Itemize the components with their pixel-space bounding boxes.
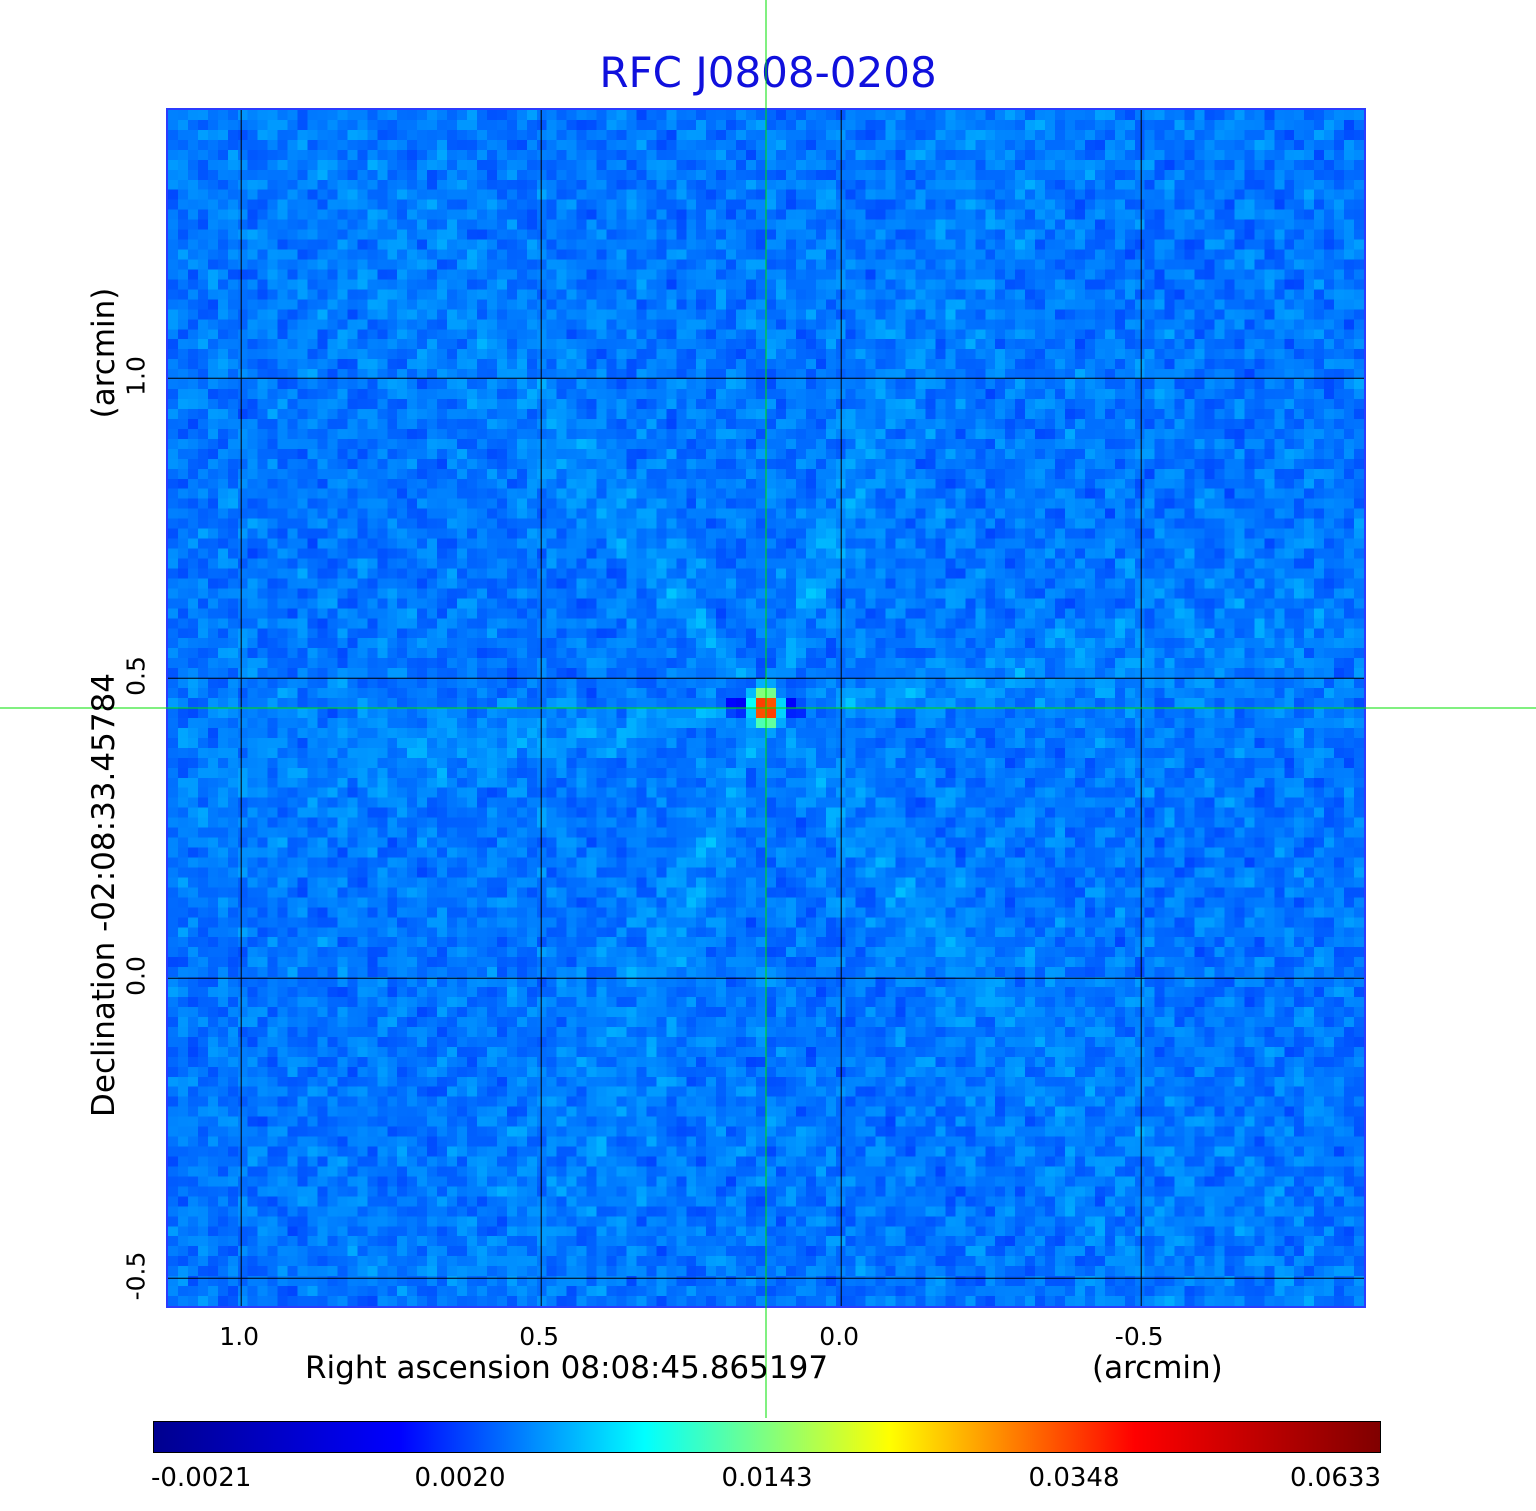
y-axis-unit: (arcmin) bbox=[86, 287, 122, 419]
chart-title: RFC J0808-0208 bbox=[599, 48, 937, 97]
y-axis-label: Declination -02:08:33.45784 bbox=[86, 673, 122, 1117]
colorbar-tick-label: 0.0348 bbox=[1028, 1463, 1120, 1493]
y-tick-label: 0.5 bbox=[121, 656, 151, 697]
y-tick-label: 0.0 bbox=[121, 956, 151, 997]
x-axis-unit: (arcmin) bbox=[1092, 1350, 1223, 1386]
colorbar-tick-label: -0.0021 bbox=[151, 1463, 252, 1493]
x-tick-label: 0.0 bbox=[819, 1322, 860, 1351]
x-tick-label: 0.5 bbox=[519, 1322, 560, 1351]
x-tick-label: -0.5 bbox=[1114, 1322, 1164, 1351]
colorbar-tick-label: 0.0633 bbox=[1290, 1463, 1381, 1493]
colorbar bbox=[153, 1421, 1381, 1453]
colorbar-tick-label: 0.0020 bbox=[414, 1463, 506, 1493]
x-tick-label: 1.0 bbox=[219, 1322, 260, 1351]
y-tick-label: -0.5 bbox=[121, 1251, 151, 1301]
y-tick-label: 1.0 bbox=[121, 356, 151, 397]
x-axis-label: Right ascension 08:08:45.865197 bbox=[305, 1350, 829, 1386]
colorbar-tick-label: 0.0143 bbox=[721, 1463, 813, 1493]
